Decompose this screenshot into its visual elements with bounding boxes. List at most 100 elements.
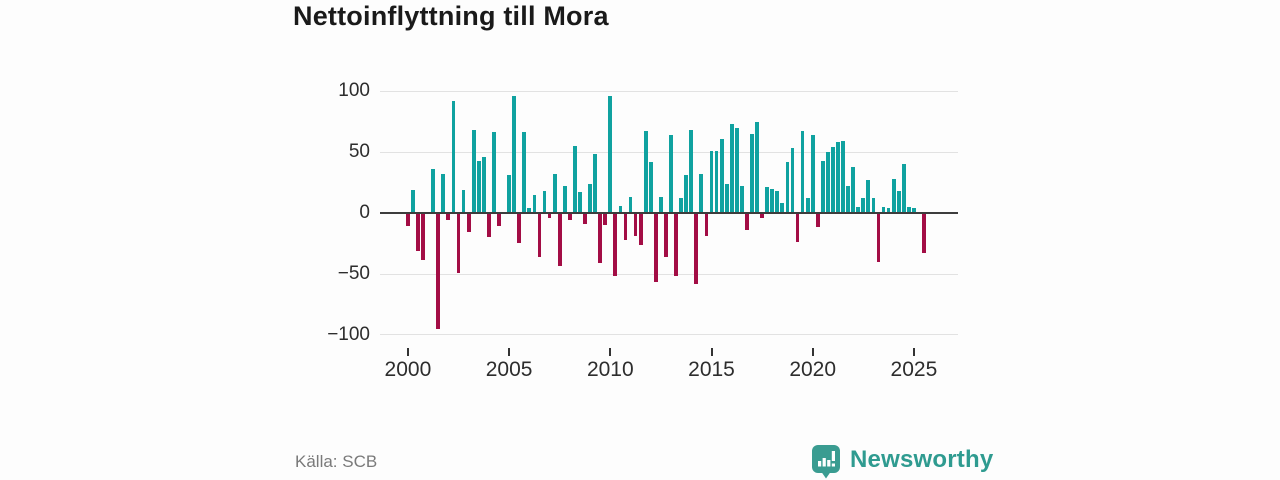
bar-positive xyxy=(522,132,527,213)
x-tick-mark xyxy=(811,348,814,356)
bar-positive xyxy=(891,178,896,213)
bar-positive xyxy=(588,183,592,213)
bar-positive xyxy=(861,198,866,213)
bar-positive xyxy=(719,138,724,213)
bar-positive xyxy=(820,160,825,213)
bar-positive xyxy=(846,186,851,213)
bar-positive xyxy=(750,133,754,213)
bar-positive xyxy=(628,197,633,213)
x-tick-mark xyxy=(508,348,511,356)
bar-positive xyxy=(608,95,613,213)
bar-negative xyxy=(922,214,926,254)
bar-positive xyxy=(411,189,415,213)
bar-positive xyxy=(729,123,734,213)
brand-name: Newsworthy xyxy=(850,446,994,473)
bar-positive xyxy=(572,145,577,213)
gridline xyxy=(380,274,958,275)
bar-positive xyxy=(481,156,486,213)
bar-negative xyxy=(436,214,441,329)
brand-footer: Newsworthy xyxy=(811,444,993,479)
bar-negative xyxy=(745,214,749,230)
bar-negative xyxy=(567,214,572,221)
bar-positive xyxy=(578,192,582,213)
bar-positive xyxy=(780,203,785,213)
bar-positive xyxy=(790,148,795,213)
bar-negative xyxy=(497,214,501,227)
bar-negative xyxy=(815,214,820,228)
bar-positive xyxy=(471,130,476,213)
bar-positive xyxy=(532,194,537,213)
bar-positive xyxy=(679,198,684,213)
bar-negative xyxy=(486,214,491,238)
bar-positive xyxy=(684,175,689,213)
bar-positive xyxy=(689,130,694,213)
bar-negative xyxy=(421,214,425,261)
bar-positive xyxy=(714,150,719,213)
bar-negative xyxy=(557,214,562,267)
x-tick-mark xyxy=(609,348,612,356)
x-tick-label: 2010 xyxy=(586,358,634,381)
bar-negative xyxy=(456,214,461,273)
x-tick-label: 2000 xyxy=(384,358,432,381)
gridline xyxy=(380,91,958,92)
bar-negative xyxy=(613,214,618,277)
bar-negative xyxy=(416,214,420,251)
bar-positive xyxy=(841,141,845,213)
bar-positive xyxy=(906,206,911,213)
bar-negative xyxy=(704,214,709,236)
bar-positive xyxy=(912,208,916,213)
bar-positive xyxy=(896,191,901,213)
x-tick-label: 2025 xyxy=(890,358,938,381)
bar-positive xyxy=(825,152,830,213)
y-tick-label: 50 xyxy=(348,141,370,162)
bar-positive xyxy=(431,169,436,213)
bar-positive xyxy=(739,186,744,213)
bar-positive xyxy=(831,147,835,213)
bar-positive xyxy=(643,131,648,213)
x-tick-mark xyxy=(406,348,409,356)
bar-positive xyxy=(775,191,780,213)
bar-positive xyxy=(512,95,517,213)
bar-negative xyxy=(537,214,542,257)
bar-positive xyxy=(476,160,481,213)
bar-positive xyxy=(659,197,663,213)
bar-negative xyxy=(795,214,800,243)
bar-positive xyxy=(901,164,906,213)
bar-positive xyxy=(800,131,805,213)
y-tick-label: −100 xyxy=(327,324,370,345)
bar-positive xyxy=(441,173,446,213)
bar-positive xyxy=(552,173,557,213)
x-tick-label: 2020 xyxy=(789,358,837,381)
bar-negative xyxy=(653,214,658,283)
y-tick-label: 0 xyxy=(359,202,370,223)
bar-negative xyxy=(674,214,678,277)
bar-positive xyxy=(805,198,810,213)
bar-negative xyxy=(547,214,552,218)
bar-positive xyxy=(527,208,532,213)
bar-negative xyxy=(517,214,522,244)
y-tick-label: −50 xyxy=(337,263,370,284)
zero-axis-line xyxy=(380,212,958,214)
bar-positive xyxy=(461,189,466,213)
bar-negative xyxy=(466,214,471,233)
chart-title: Nettoinflyttning till Mora xyxy=(293,1,609,31)
bar-negative xyxy=(664,214,668,257)
newsworthy-logo-icon xyxy=(812,445,840,479)
bar-negative xyxy=(598,214,603,263)
bar-negative xyxy=(583,214,587,224)
bar-positive xyxy=(709,150,714,213)
bar-positive xyxy=(562,186,567,213)
bar-positive xyxy=(856,206,861,213)
bar-negative xyxy=(876,214,881,262)
bar-positive xyxy=(648,161,653,213)
x-tick-mark xyxy=(710,348,713,356)
bar-positive xyxy=(492,132,496,213)
bar-positive xyxy=(734,127,739,213)
bar-positive xyxy=(810,134,815,213)
bar-positive xyxy=(765,187,770,213)
bar-negative xyxy=(623,214,628,240)
bar-positive xyxy=(881,206,886,213)
bar-positive xyxy=(886,208,891,213)
bar-positive xyxy=(542,191,547,213)
bar-positive xyxy=(851,166,856,213)
